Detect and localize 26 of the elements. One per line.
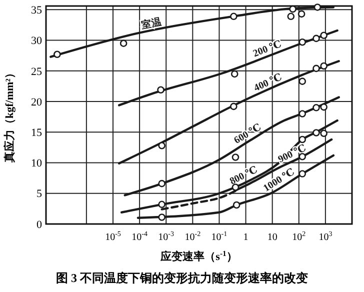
text: 600 ℃ [232, 122, 264, 146]
y-tick-label: 10 [31, 158, 42, 170]
y-tick-label: 30 [31, 35, 42, 48]
x-tick-label: 1 [243, 232, 248, 243]
x-tick-label: 10$^{-1}$ [211, 230, 228, 243]
y-tick-label: 20 [31, 96, 42, 108]
y-tick-label: 35 [31, 4, 42, 17]
x-axis-title: 应变速率（s$^{-1}$） [160, 248, 238, 263]
x-tick-label: 10$^{3}$ [318, 230, 333, 243]
x-tick-label: 10 [267, 232, 278, 243]
y-axis-title: 真应力（kgf/mm²） [3, 68, 16, 164]
caption: 图 3 不同温度下铜的变形抗力随变形速率的改变 [56, 271, 308, 285]
text: 1000 ℃ [262, 166, 297, 194]
text: 400 ℃ [252, 72, 284, 94]
y-tick-label: 5 [36, 188, 42, 200]
x-tick-label: 10$^{-2}$ [184, 230, 202, 243]
y-tick-label: 15 [31, 126, 42, 139]
x-tick-label: 10$^{2}$ [292, 230, 306, 243]
text: 800 ℃ [228, 164, 260, 188]
text: 室温 [140, 16, 162, 32]
text: 200 ℃ [252, 38, 284, 60]
y-tick-label: 0 [36, 218, 42, 231]
x-tick-label: 10$^{-4}$ [132, 230, 148, 243]
x-tick-label: 10$^{-3}$ [158, 230, 175, 243]
y-tick-label: 25 [31, 66, 42, 78]
x-tick-label: 10$^{-5}$ [105, 230, 122, 243]
